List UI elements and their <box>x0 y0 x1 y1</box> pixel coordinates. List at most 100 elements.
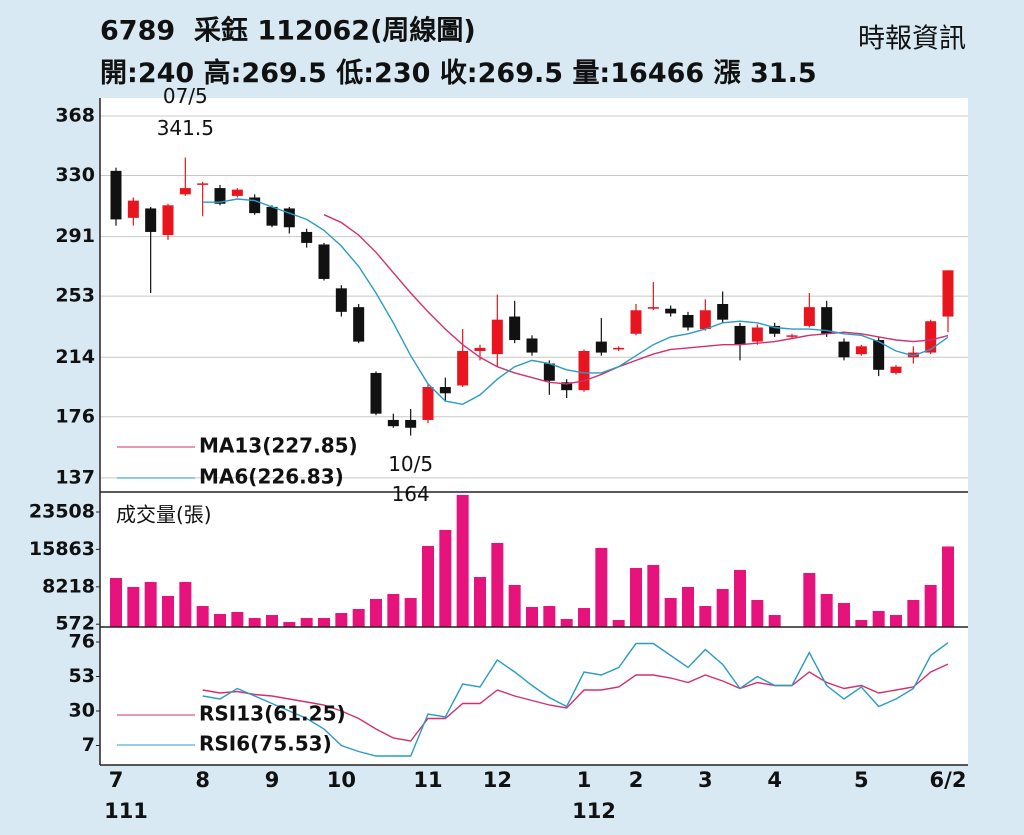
candle-body <box>717 304 729 320</box>
space <box>327 58 336 89</box>
volume-bar <box>214 613 226 627</box>
volume-bar <box>734 569 746 627</box>
candle-body <box>145 208 157 232</box>
legend-label: MA13(227.85) <box>199 434 358 458</box>
y-tick-label: 291 <box>55 225 95 247</box>
volume-bar <box>699 606 712 627</box>
plot <box>100 115 968 757</box>
panel <box>202 642 949 757</box>
annotation-value: 164 <box>392 482 430 506</box>
candle-body <box>283 208 295 228</box>
volume-bar <box>716 588 729 627</box>
legend-label: MA6(226.83) <box>199 465 344 489</box>
candle-body <box>699 310 711 330</box>
volume-bar <box>179 582 192 627</box>
quote-value: 240 <box>138 58 194 89</box>
volume-bar <box>196 606 209 627</box>
quote-label: 高: <box>204 57 242 89</box>
volume-bar <box>266 615 278 627</box>
y-tick-label: 8218 <box>42 575 95 597</box>
candle-body <box>647 307 659 309</box>
candle-body <box>335 288 347 312</box>
volume-bar <box>526 606 538 627</box>
y-tick-label: 30 <box>69 700 95 722</box>
candle-body <box>595 341 607 353</box>
y-tick-label: 76 <box>69 631 95 653</box>
volume-bar <box>838 602 850 627</box>
y-tick-label: 137 <box>55 466 95 488</box>
volume-bar <box>612 620 625 627</box>
y-tick-label: 214 <box>55 346 95 368</box>
candle-body <box>197 183 209 185</box>
x-tick-label: 12 <box>483 768 512 792</box>
quote-label: 量: <box>572 58 610 89</box>
volume-bar <box>127 586 140 627</box>
candle-body <box>630 310 642 334</box>
candle-body <box>561 382 573 391</box>
candle-body <box>439 387 451 394</box>
quote-value: 31.5 <box>750 58 817 89</box>
candle-body <box>127 200 139 218</box>
volume-bar <box>283 622 296 627</box>
candle-body <box>405 419 417 428</box>
annotation-date: 07/5 <box>163 84 208 108</box>
annotation-value: 341.5 <box>157 116 214 140</box>
volume-bar <box>578 608 590 627</box>
overlay: 13717621425329133036807/5341.510/5164MA1… <box>29 84 967 823</box>
candle-body <box>301 231 313 243</box>
quote-value: 269.5 <box>478 58 563 89</box>
volume-bar <box>508 584 521 627</box>
quote-label: 漲 <box>714 58 750 89</box>
volume-bar <box>335 613 348 627</box>
panel <box>110 494 954 627</box>
y-tick-label: 53 <box>69 665 95 687</box>
candle-body <box>942 270 954 317</box>
volume-bar <box>682 586 694 627</box>
candle-body <box>578 351 590 391</box>
candle-body <box>353 307 365 342</box>
x-tick-label: 10 <box>327 768 356 792</box>
candle-body <box>855 346 867 355</box>
candle-body <box>543 363 555 381</box>
quote-label: 開: <box>100 58 138 89</box>
volume-bar <box>560 618 573 627</box>
y-tick-label: 176 <box>55 405 95 427</box>
line-series <box>323 214 949 385</box>
volume-bar <box>404 597 417 627</box>
volume-bar <box>422 546 434 627</box>
source: 時報資訊 <box>858 24 966 55</box>
volume-bar <box>820 593 833 627</box>
line-series <box>202 642 949 757</box>
candle-body <box>162 205 174 236</box>
candle-body <box>890 366 902 373</box>
candle-body <box>682 314 694 328</box>
candle-body <box>873 340 885 370</box>
volume-bar <box>768 615 781 627</box>
volume-bar <box>647 564 660 627</box>
candle-body <box>266 206 278 226</box>
candle-body <box>179 188 191 195</box>
x-tick-label: 8 <box>195 768 210 792</box>
volume-bar <box>630 567 642 627</box>
volume-bar <box>595 548 608 627</box>
candle-body <box>474 347 486 352</box>
x-sublabel: 112 <box>572 799 616 823</box>
candle-body <box>665 308 677 314</box>
quote-label: 低: <box>335 58 374 89</box>
candle-body <box>821 307 833 334</box>
volume-bar <box>803 573 816 627</box>
volume-bar <box>942 546 954 627</box>
volume-bar <box>370 598 382 627</box>
legend-label: RSI13(61.25) <box>199 702 346 726</box>
space <box>430 58 439 89</box>
candle-body <box>387 419 399 427</box>
candle-body <box>751 327 763 342</box>
x-tick-label: 4 <box>767 768 782 792</box>
candle-body <box>925 321 937 353</box>
y-tick-label: 572 <box>55 613 95 635</box>
x-tick-label: 2 <box>629 768 644 792</box>
volume-bar <box>352 609 365 627</box>
x-tick-label: 11 <box>413 768 442 792</box>
candle-body <box>370 372 382 414</box>
volume-bar <box>924 584 937 627</box>
